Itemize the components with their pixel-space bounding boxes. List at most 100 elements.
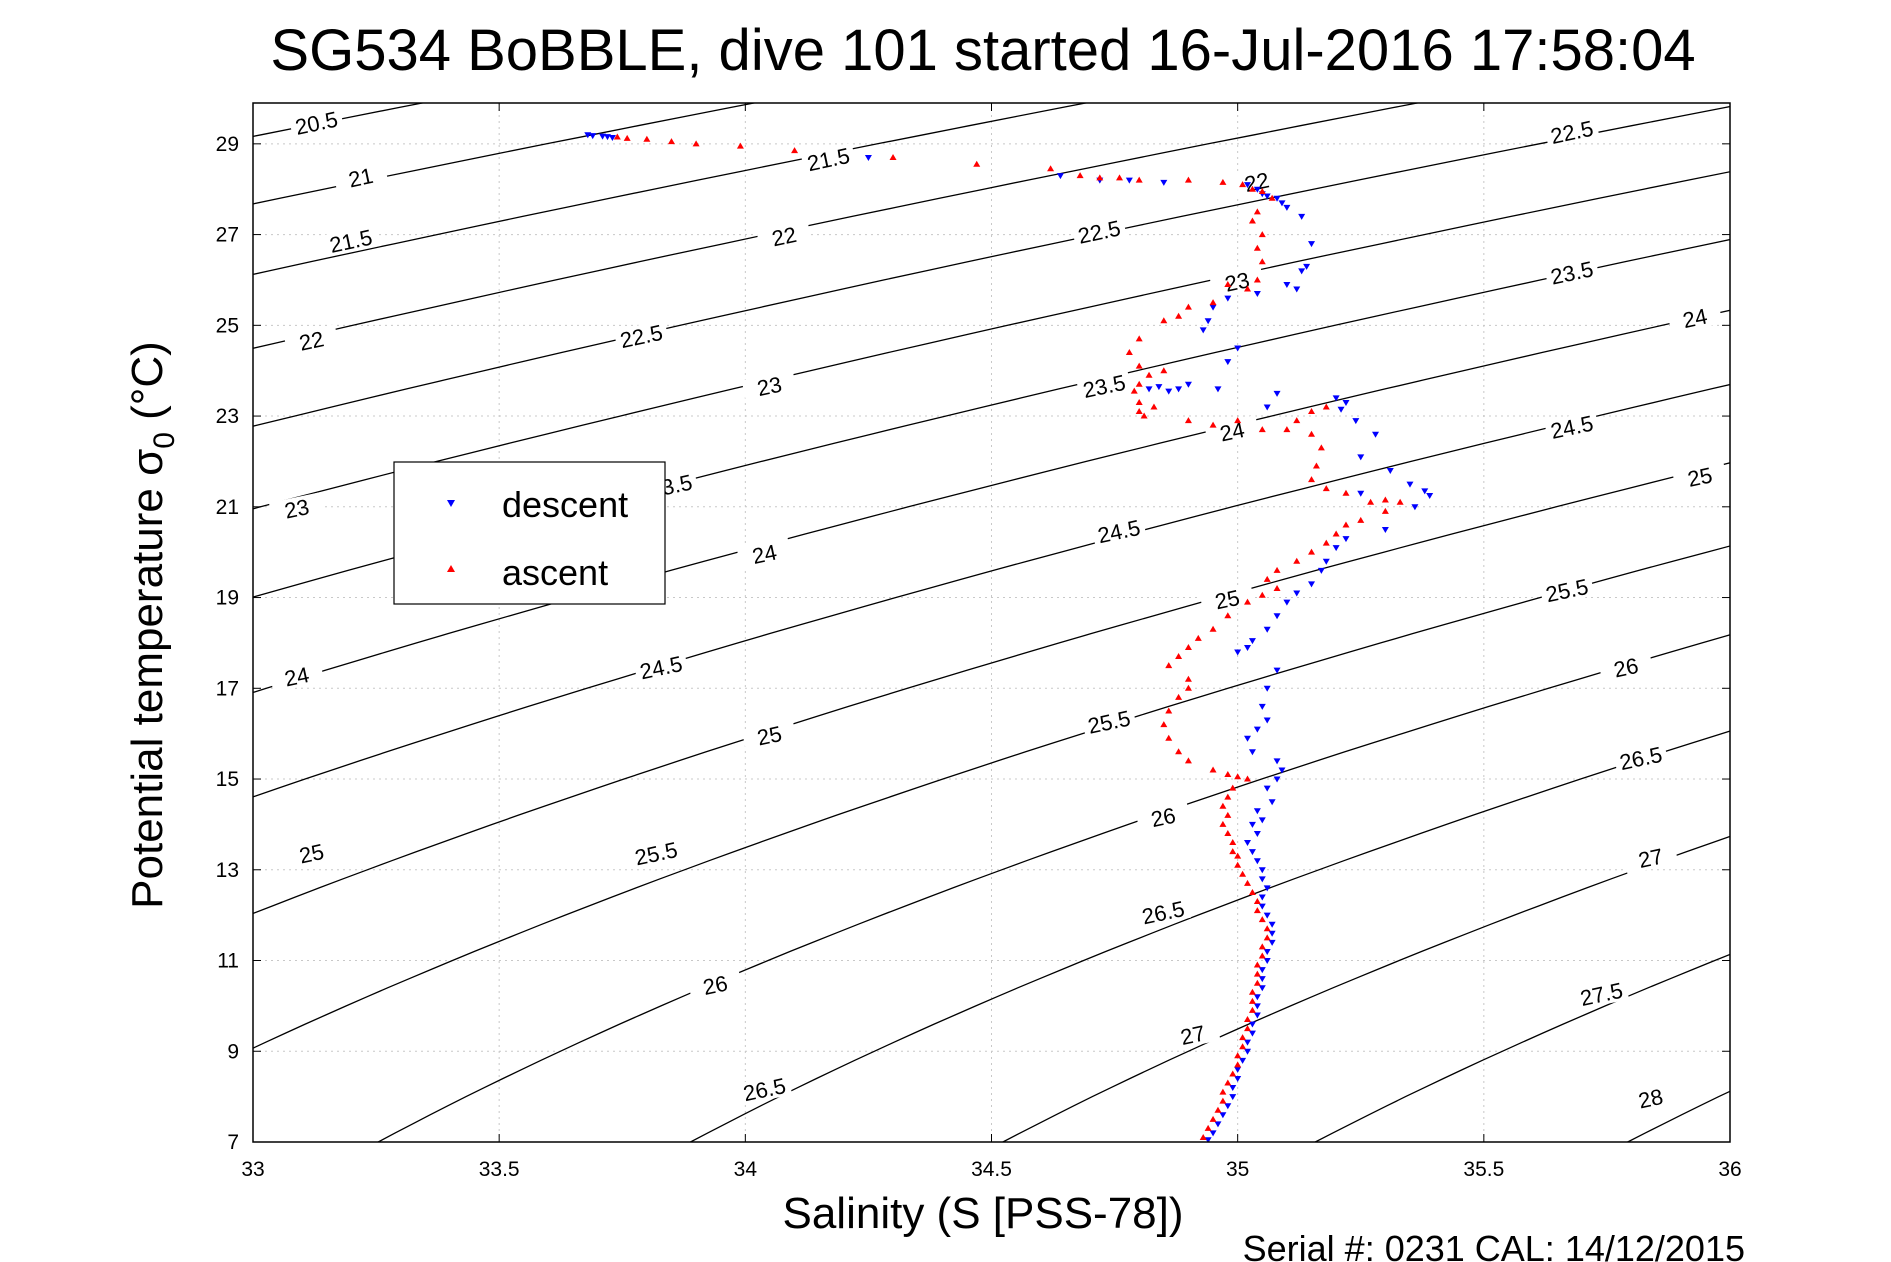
contour-label-background bbox=[1071, 215, 1127, 248]
ascent-point bbox=[1293, 557, 1301, 564]
descent-point bbox=[1357, 454, 1365, 461]
ascent-point bbox=[1209, 766, 1217, 773]
descent-point bbox=[1204, 1137, 1212, 1142]
contour-label-background bbox=[323, 224, 379, 257]
ascent-point bbox=[1209, 421, 1217, 428]
ascent-point bbox=[1209, 1115, 1217, 1122]
ascent-point bbox=[1229, 784, 1237, 791]
ascent-point bbox=[1224, 612, 1232, 619]
ascent-point bbox=[1234, 417, 1242, 424]
y-tick-label: 23 bbox=[216, 405, 239, 428]
contour-label-background bbox=[1076, 369, 1132, 403]
ascent-point bbox=[1047, 165, 1055, 172]
contour-label: 23 bbox=[282, 494, 311, 524]
descent-point bbox=[1273, 776, 1281, 783]
ascent-point bbox=[1308, 408, 1316, 415]
ascent-point bbox=[1219, 820, 1227, 827]
ascent-point bbox=[1244, 1025, 1252, 1032]
ascent-point bbox=[1184, 757, 1192, 764]
legend-descent-marker bbox=[447, 500, 455, 507]
y-tick-label: 25 bbox=[216, 314, 239, 337]
ascent-point bbox=[1253, 244, 1261, 251]
x-tick-label: 33 bbox=[241, 1158, 264, 1181]
contour-label-background bbox=[613, 319, 670, 353]
ascent-point bbox=[1204, 1124, 1212, 1131]
contour-label-background bbox=[1229, 165, 1285, 198]
contour-label-background bbox=[1544, 256, 1600, 289]
ascent-point bbox=[1165, 734, 1173, 741]
y-axis-label-main: Potential temperature σ bbox=[123, 449, 172, 909]
ascent-point bbox=[1135, 408, 1143, 415]
descent-point bbox=[1426, 492, 1434, 499]
descent-point bbox=[1214, 386, 1222, 393]
contour-label: 24 bbox=[1680, 304, 1709, 334]
contour-label: 25 bbox=[1213, 585, 1242, 615]
ascent-point bbox=[1312, 462, 1320, 469]
ascent-point bbox=[1342, 521, 1350, 528]
contour-label-background bbox=[800, 142, 857, 176]
contour-label: 24 bbox=[750, 539, 779, 569]
descent-point bbox=[1248, 821, 1256, 828]
ascent-point bbox=[667, 138, 675, 145]
descent-point bbox=[1263, 958, 1271, 965]
contour-label-background bbox=[687, 968, 743, 1001]
descent-point bbox=[1268, 921, 1276, 928]
ascent-point bbox=[973, 160, 981, 167]
ascent-point bbox=[1293, 417, 1301, 424]
y-axis-label: Potential temperature σ0 (°C) bbox=[123, 341, 181, 909]
contour-label-background bbox=[283, 324, 340, 357]
ascent-point bbox=[1263, 934, 1271, 941]
contour-label: 27 bbox=[1178, 1020, 1207, 1050]
contour-label-background bbox=[1539, 573, 1595, 607]
descent-point bbox=[1234, 1075, 1242, 1082]
ascent-point bbox=[1224, 829, 1232, 836]
descent-point bbox=[1214, 1121, 1222, 1128]
ascent-point bbox=[1209, 299, 1217, 306]
descent-point bbox=[1258, 894, 1266, 901]
ascent-point bbox=[1125, 349, 1133, 356]
descent-point bbox=[1357, 490, 1365, 497]
descent-point bbox=[1263, 885, 1271, 892]
ascent-point bbox=[1160, 367, 1168, 374]
ascent-point bbox=[1135, 362, 1143, 369]
descent-point bbox=[1273, 758, 1281, 765]
descent-point bbox=[1386, 468, 1394, 475]
descent-point bbox=[1209, 304, 1217, 311]
contour-label-background bbox=[633, 651, 689, 684]
descent-point bbox=[1332, 395, 1340, 402]
ascent-point bbox=[1248, 997, 1256, 1004]
x-tick-label: 35 bbox=[1226, 1158, 1249, 1181]
x-tick-label: 35.5 bbox=[1463, 1158, 1504, 1181]
descent-point bbox=[1263, 626, 1271, 633]
contour-label-background bbox=[1209, 265, 1265, 298]
density-contour-21.5 bbox=[253, 103, 1089, 276]
descent-point bbox=[1372, 431, 1380, 438]
descent-point bbox=[1248, 849, 1256, 856]
ascent-point bbox=[1244, 285, 1252, 292]
contour-label: 26 bbox=[701, 971, 730, 1001]
ascent-point bbox=[1160, 721, 1168, 728]
density-contour-24.5 bbox=[253, 383, 1730, 798]
ascent-point bbox=[1263, 575, 1271, 582]
descent-point bbox=[1303, 263, 1311, 270]
ascent-point bbox=[1308, 430, 1316, 437]
grid-lines bbox=[253, 103, 1730, 1142]
ascent-point bbox=[1224, 811, 1232, 818]
contour-label: 21 bbox=[346, 163, 375, 193]
y-axis-label-unit: (°C) bbox=[123, 341, 172, 432]
data-points bbox=[584, 132, 1434, 1142]
descent-point bbox=[1253, 1003, 1261, 1010]
ascent-point bbox=[1253, 276, 1261, 283]
x-tick-label: 33.5 bbox=[479, 1158, 520, 1181]
descent-point bbox=[1283, 599, 1291, 606]
ascent-point bbox=[1184, 417, 1192, 424]
ascent-point bbox=[1184, 675, 1192, 682]
legend-descent-label: descent bbox=[502, 484, 628, 525]
descent-point bbox=[1411, 504, 1419, 511]
density-contour-25.5 bbox=[253, 545, 1730, 1049]
y-tick-label: 17 bbox=[216, 677, 239, 700]
ascent-point bbox=[1229, 848, 1237, 855]
contour-label: 24 bbox=[1218, 417, 1247, 447]
descent-point bbox=[1421, 488, 1429, 495]
descent-point bbox=[1253, 994, 1261, 1001]
